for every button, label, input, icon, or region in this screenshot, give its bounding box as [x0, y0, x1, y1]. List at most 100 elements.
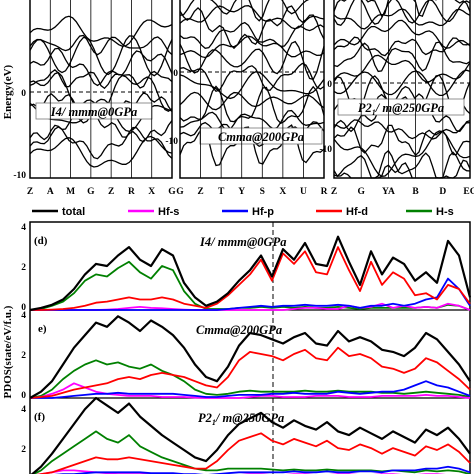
band-3-curve-6	[333, 54, 471, 83]
pdos-f-series-Hf-p	[54, 465, 471, 474]
pdos-legend: total Hf-s Hf-p Hf-d H-s	[32, 206, 454, 218]
band-1-curve-2	[29, 35, 173, 77]
band-2-xtick-0: G	[176, 187, 184, 197]
band-3-curve-15	[333, 159, 471, 179]
pdos-e-ytick-2: 4	[21, 311, 26, 321]
band-3-curve-2	[333, 8, 471, 30]
pdos-e-title: Cmma@200GPa	[196, 323, 282, 337]
band-1-ytick-0: 0	[21, 89, 26, 99]
band-3-xtick-5: EC	[463, 187, 474, 197]
pdos-d-label: (d)	[34, 235, 48, 247]
band-lines-3	[333, 0, 471, 179]
band-2-xtick-6: U	[300, 187, 307, 197]
band-panel-1: I4/ mmm@0GPa 0 -10 Z A M G Z R X G Energy(eV)	[2, 0, 176, 197]
band-panel-3-frame	[333, 0, 471, 179]
band-2-curve-3	[179, 21, 325, 49]
legend-label-Hf-p: Hf-p	[252, 206, 274, 218]
band-3-xticks: Z G YA B D EC	[331, 0, 474, 197]
band-1-xtick-6: X	[148, 187, 155, 197]
band-1-curve-9	[29, 126, 173, 160]
band-1-xtick-5: R	[128, 187, 135, 197]
band-3-xtick-4: D	[439, 187, 446, 197]
band-3-curve-5	[333, 41, 471, 73]
band-3-curve-14	[333, 149, 471, 179]
legend-label-H-s: H-s	[436, 206, 454, 218]
band-1-xtick-2: M	[66, 187, 75, 197]
band-2-curve-0	[179, 0, 310, 22]
band-2-curve-6	[179, 62, 325, 93]
band-panel-2-frame	[179, 0, 325, 179]
pdos-f-ytick-1: 4	[21, 405, 26, 415]
band-3-xtick-0: Z	[331, 187, 337, 197]
pdos-ylabel: PDOS(state/eV/f.u.)	[2, 305, 14, 398]
band-2-xtick-4: S	[260, 187, 265, 197]
band-1-xtick-4: Z	[108, 187, 114, 197]
pdos-e-series-H-s	[29, 359, 471, 399]
legend-label-Hf-s: Hf-s	[158, 206, 179, 218]
band-3-curve-7	[333, 69, 471, 97]
pdos-frame-group: PDOS(state/eV/f.u.)	[2, 221, 471, 474]
band-3-curve-12	[333, 124, 471, 157]
band-3-ytick-1: -10	[319, 145, 332, 155]
pdos-subpanel-e: e) Cmma@200GPa 0 2 4	[21, 311, 471, 401]
pdos-e-series-total	[29, 315, 471, 399]
legend-label-Hf-d: Hf-d	[346, 206, 368, 218]
band-1-xtick-0: Z	[27, 187, 33, 197]
band-1-xtick-3: G	[87, 187, 95, 197]
pdos-f-title: P21/ m@250GPa	[198, 411, 284, 427]
band-2-curve-10	[179, 109, 325, 132]
band-1-title: I4/ mmm@0GPa	[50, 105, 137, 119]
pdos-e-series-Hf-d	[29, 346, 471, 399]
band-2-ytick-0: 0	[173, 69, 178, 79]
pdos-d-ytick-2: 4	[21, 223, 26, 233]
pdos-subpanel-f: (f) P21/ m@250GPa 2 4	[21, 396, 471, 474]
band-3-curve-13	[333, 130, 471, 177]
band-2-curve-7	[179, 71, 325, 100]
band-1-curve-0	[29, 15, 173, 47]
band-2-xtick-1: Z	[197, 187, 203, 197]
band-3-label-box: P21/ m@250GPa	[337, 98, 465, 117]
band-2-ytick-1: -10	[165, 137, 178, 147]
band-3-title: P21/ m@250GPa	[358, 101, 444, 117]
band-panel-1-frame	[29, 0, 173, 179]
band-1-ytick-1: -10	[13, 171, 26, 181]
band-3-ytick-0: 0	[327, 80, 332, 90]
band-2-xtick-3: Y	[238, 187, 245, 197]
band-1-curve-10	[29, 135, 173, 168]
band-2-curve-4	[179, 35, 325, 59]
pdos-d-ytick-0: 0	[21, 303, 26, 313]
band-3-curve-3	[333, 19, 471, 49]
pdos-f-ytick-0: 2	[21, 445, 26, 455]
band-2-xtick-5: X	[279, 187, 286, 197]
band-3-xtick-2: YA	[382, 187, 395, 197]
band-2-title: Cmma@200GPa	[218, 130, 304, 144]
pdos-e-label: e)	[38, 323, 47, 335]
pdos-d-series-Hf-p	[30, 277, 471, 311]
band-2-curve-9	[179, 85, 325, 125]
band-1-ylabel: Energy(eV)	[2, 64, 14, 119]
pdos-d-title: I4/ mmm@0GPa	[199, 235, 286, 249]
band-1-label-box: I4/ mmm@0GPa	[35, 102, 153, 120]
pdos-e-ytick-1: 2	[21, 351, 26, 361]
pdos-subpanel-d: (d) I4/ mmm@0GPa 0 2 4	[21, 223, 472, 313]
pdos-e-series-Hf-p	[30, 380, 471, 399]
pdos-d-series-Hf-d	[30, 246, 471, 311]
pdos-d-series-total	[29, 235, 472, 312]
band-1-xtick-1: A	[47, 187, 54, 197]
band-1-curve-3	[29, 47, 173, 87]
band-3-curve-11	[333, 119, 471, 140]
band-3-xtick-1: G	[358, 187, 366, 197]
band-panel-2: Cmma@200GPa 0 -10 G Z T Y S X U R	[165, 0, 328, 197]
legend-label-total: total	[62, 206, 85, 218]
band-panel-3: P21/ m@250GPa 0 -10 Z G YA B D EC	[319, 0, 474, 197]
pdos-d-ytick-1: 2	[21, 263, 26, 273]
band-1-curve-1	[29, 34, 173, 56]
band-2-xtick-2: T	[218, 187, 225, 197]
pdos-f-series-total	[30, 396, 471, 474]
pdos-f-label: (f)	[34, 411, 45, 423]
band-2-curve-5	[179, 40, 325, 81]
band-2-xtick-7: R	[321, 187, 328, 197]
band-1-xtick-7: G	[168, 187, 176, 197]
